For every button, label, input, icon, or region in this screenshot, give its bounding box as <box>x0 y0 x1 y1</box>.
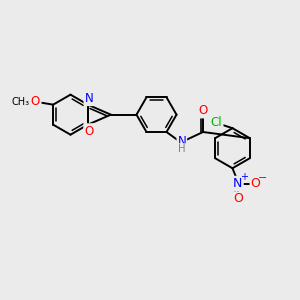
Text: O: O <box>250 177 260 190</box>
Text: Cl: Cl <box>211 116 222 129</box>
Text: O: O <box>198 104 208 117</box>
Text: O: O <box>85 125 94 138</box>
Text: N: N <box>178 135 186 148</box>
Text: +: + <box>240 172 248 182</box>
Text: O: O <box>233 192 243 205</box>
Text: −: − <box>258 172 268 183</box>
Text: CH₃: CH₃ <box>11 97 29 107</box>
Text: O: O <box>31 95 40 108</box>
Text: H: H <box>178 144 186 154</box>
Text: N: N <box>233 177 242 190</box>
Text: N: N <box>85 92 94 105</box>
